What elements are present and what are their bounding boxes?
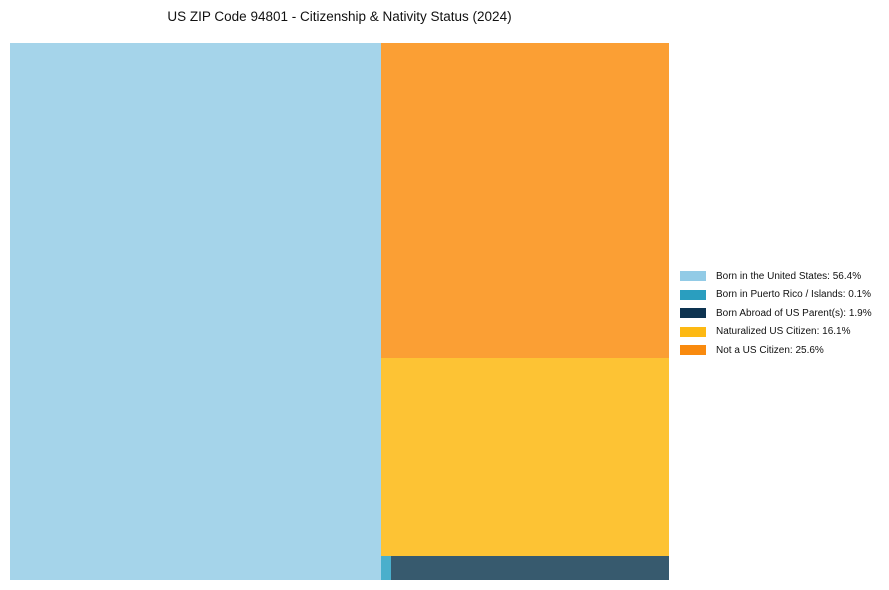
legend-swatch-icon: [680, 326, 706, 337]
legend-label: Not a US Citizen: 25.6%: [716, 344, 824, 356]
legend-item: Born in the United States: 56.4%: [680, 267, 872, 286]
legend-item: Born in Puerto Rico / Islands: 0.1%: [680, 286, 872, 305]
chart-legend: Born in the United States: 56.4% Born in …: [680, 267, 872, 360]
legend-item: Not a US Citizen: 25.6%: [680, 341, 872, 360]
legend-swatch-icon: [680, 271, 706, 282]
legend-label: Born in the United States: 56.4%: [716, 270, 862, 282]
treemap-tile-not-a-us-citizen: [381, 43, 669, 358]
legend-label: Born in Puerto Rico / Islands: 0.1%: [716, 289, 872, 301]
legend-swatch-icon: [680, 345, 706, 356]
legend-swatch-icon: [680, 308, 706, 319]
treemap-tile-born-in-the-united-states: [10, 43, 381, 580]
treemap-plot-area: [10, 43, 669, 580]
legend-swatch-icon: [680, 289, 706, 300]
legend-label: Naturalized US Citizen: 16.1%: [716, 326, 851, 338]
chart-title: US ZIP Code 94801 - Citizenship & Nativi…: [167, 9, 512, 24]
legend-item: Born Abroad of US Parent(s): 1.9%: [680, 304, 872, 323]
legend-item: Naturalized US Citizen: 16.1%: [680, 323, 872, 342]
treemap-tile-born-in-puerto-rico-islands: [381, 556, 391, 580]
treemap-tile-naturalized-us-citizen: [381, 358, 669, 556]
legend-label: Born Abroad of US Parent(s): 1.9%: [716, 307, 872, 319]
treemap-tile-born-abroad-of-us-parent-s: [391, 556, 669, 580]
